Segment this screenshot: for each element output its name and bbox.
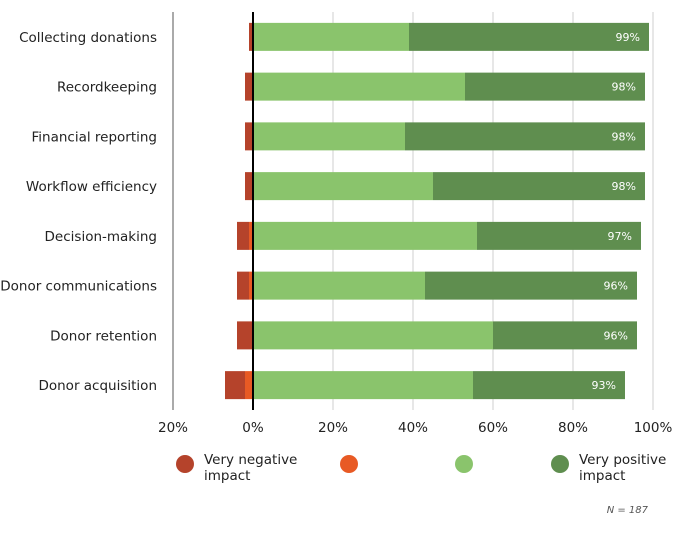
bar-segment: [425, 271, 637, 300]
data-label: 96%: [604, 280, 628, 293]
bar-segment: [465, 72, 645, 101]
sample-size-note: N = 187: [606, 505, 648, 516]
data-label: 98%: [612, 180, 636, 193]
legend-item-very-positive: Very positive impact: [551, 452, 675, 484]
bar-segment: [249, 22, 253, 51]
category-label: Recordkeeping: [57, 80, 157, 96]
data-label: 97%: [608, 230, 632, 243]
category-label: Workflow efficiency: [26, 179, 157, 195]
legend-swatch-somewhat-negative: [340, 455, 358, 473]
bar-segment: [245, 72, 253, 101]
data-label: 98%: [612, 130, 636, 143]
bar-segment: [253, 221, 477, 250]
bar-segment: [477, 221, 641, 250]
bar-segment: [433, 172, 645, 201]
legend-swatch-very-negative: [176, 455, 194, 473]
legend-label-very-negative: Very negative impact: [204, 452, 298, 484]
legend-swatch-very-positive: [551, 455, 569, 473]
legend-item-very-negative: Very negative impact: [176, 452, 324, 484]
chart-legend: Very negative impact Very positive impac…: [0, 452, 675, 492]
bar-segment: [245, 122, 253, 151]
bar-segment: [245, 371, 253, 400]
bar-segment: [253, 122, 405, 151]
x-tick-label: 80%: [558, 420, 588, 436]
bar-segment: [253, 371, 473, 400]
bar-segment: [473, 371, 625, 400]
bar-segment: [253, 72, 465, 101]
legend-label-very-positive: Very positive impact: [579, 452, 667, 484]
bar-segment: [253, 22, 409, 51]
data-label: 96%: [604, 329, 628, 342]
bar-segment: [245, 172, 253, 201]
x-tick-label: 60%: [478, 420, 508, 436]
stacked-bar-chart: 99% Collecting donations 98% Recordkeeping 9…: [0, 12, 673, 436]
x-tick-label: 0%: [242, 420, 264, 436]
x-tick-label: 20%: [158, 420, 188, 436]
bar-segment: [237, 271, 249, 300]
data-label: 98%: [612, 81, 636, 94]
bar-segment: [409, 22, 649, 51]
category-label: Donor communications: [0, 279, 157, 295]
x-tick-label: 40%: [398, 420, 428, 436]
x-tick-label: 20%: [318, 420, 348, 436]
bar-segment: [249, 221, 253, 250]
legend-swatch-somewhat-positive: [455, 455, 473, 473]
category-label: Financial reporting: [31, 129, 157, 145]
bar-segment: [253, 172, 433, 201]
bar-segment: [493, 321, 637, 350]
bar-segment: [249, 271, 253, 300]
data-label: 93%: [592, 379, 616, 392]
bar-segment: [237, 321, 253, 350]
bar-segment: [237, 221, 249, 250]
x-tick-label: 100%: [634, 420, 673, 436]
category-label: Decision-making: [45, 229, 157, 245]
category-label: Donor retention: [50, 328, 157, 344]
bar-segment: [253, 271, 425, 300]
category-label: Collecting donations: [19, 30, 157, 46]
bar-segment: [225, 371, 245, 400]
bar-segment: [405, 122, 645, 151]
category-label: Donor acquisition: [38, 378, 157, 394]
legend-item-somewhat-positive: [455, 452, 603, 473]
bar-segment: [253, 321, 493, 350]
legend-item-somewhat-negative: [340, 452, 488, 473]
data-label: 99%: [616, 31, 640, 44]
